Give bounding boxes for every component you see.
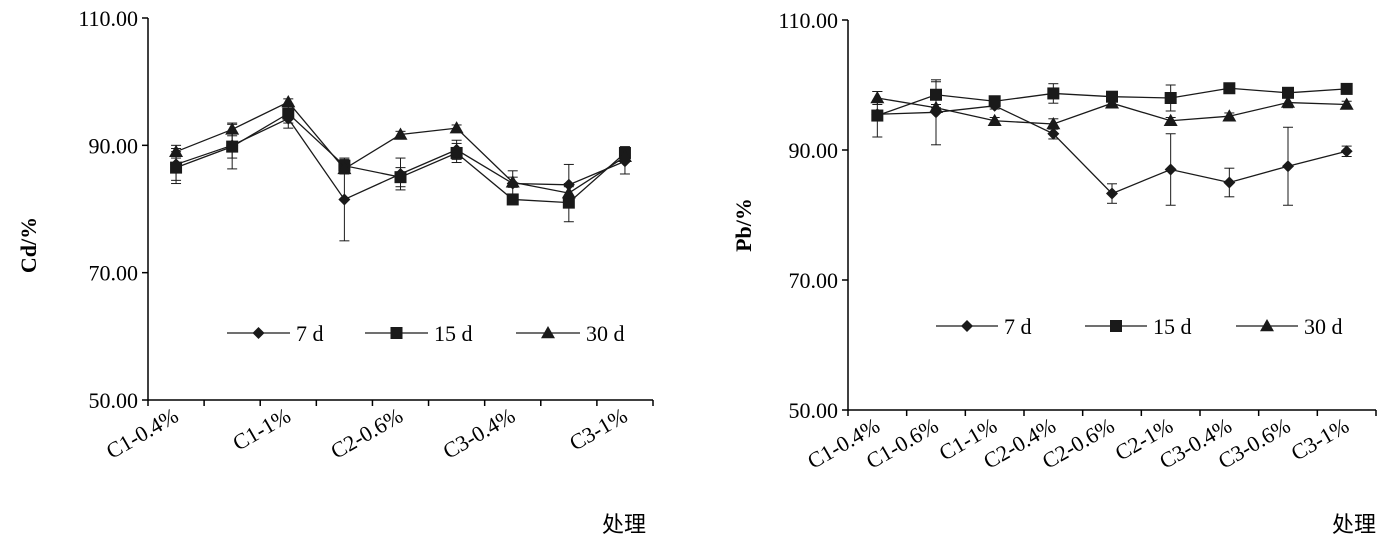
cd-x-tick-label: C1-1% — [228, 403, 294, 456]
cd-y-axis-title: Cd/% — [16, 217, 41, 273]
cd-data-point — [617, 149, 632, 163]
pb-legend-label: 7 d — [1004, 314, 1032, 339]
pb-data-point — [1106, 187, 1118, 200]
cd-legend-marker — [541, 326, 555, 339]
cd-legend-label: 15 d — [434, 321, 473, 346]
cd-y-tick-label: 110.00 — [78, 6, 138, 31]
pb-data-point — [1282, 160, 1294, 173]
pb-data-point — [1047, 87, 1060, 100]
cd-x-tick-label: C2-0.6% — [326, 403, 407, 464]
pb-data-point — [1164, 92, 1177, 104]
pb-legend-marker — [1110, 320, 1122, 332]
cd-legend-label: 30 d — [586, 321, 625, 346]
pb-data-point — [870, 91, 885, 104]
cd-data-point — [338, 193, 351, 206]
pb-y-tick-label: 110.00 — [778, 8, 838, 33]
pb-x-axis-title: 处理 — [1332, 512, 1376, 537]
pb-y-tick-label: 90.00 — [789, 138, 839, 163]
pb-data-point — [1281, 95, 1295, 108]
pb-data-point — [1340, 82, 1353, 95]
cd-legend-marker — [390, 327, 403, 339]
pb-legend-label: 30 d — [1304, 314, 1343, 339]
cd-data-point — [282, 107, 295, 120]
pb-data-point — [1222, 109, 1237, 122]
pb-data-point — [988, 95, 1001, 108]
cd-data-point — [170, 161, 183, 174]
cd-data-point — [226, 140, 239, 153]
cd-legend-label: 7 d — [296, 321, 324, 346]
cd-data-point — [561, 186, 576, 199]
pb-data-point — [930, 88, 942, 101]
cd-data-point — [393, 127, 408, 140]
pb-y-tick-label: 50.00 — [789, 398, 839, 423]
pb-data-point — [1105, 96, 1119, 109]
cd-data-point — [505, 175, 520, 188]
pb-data-point — [871, 109, 884, 122]
cd-y-tick-label: 50.00 — [89, 388, 139, 413]
pb-data-point — [1046, 117, 1061, 130]
pb-data-point — [1164, 163, 1177, 176]
pb-data-point — [1047, 127, 1060, 140]
pb-legend-marker — [961, 320, 973, 332]
pb-legend-marker — [1260, 319, 1274, 332]
pb-data-point — [1340, 145, 1353, 158]
pb-data-point — [1163, 113, 1178, 126]
cd-data-point — [225, 122, 240, 135]
cd-y-tick-label: 90.00 — [89, 133, 139, 158]
pb-series-line-0 — [877, 105, 1347, 195]
cd-data-point — [449, 121, 464, 134]
pb-data-point — [929, 100, 943, 113]
pb-y-tick-label: 70.00 — [789, 268, 839, 293]
pb-data-point — [1223, 82, 1236, 95]
pb-data-point — [987, 113, 1002, 126]
pb-data-point — [1223, 176, 1236, 189]
cd-data-point — [506, 193, 519, 206]
cd-y-tick-label: 70.00 — [89, 261, 139, 286]
cd-data-point — [281, 95, 296, 108]
cd-x-tick-label: C3-0.4% — [438, 403, 519, 464]
cd-data-point — [450, 146, 463, 159]
cd-data-point — [394, 171, 407, 184]
pb-y-axis-title: Pb/% — [731, 198, 756, 252]
pb-x-tick-label: C3-1% — [1287, 413, 1353, 466]
cd-data-point — [169, 144, 184, 157]
pb-chart: Pb/% 处理 50.0070.0090.00110.00C1-0.4%C1-0… — [731, 8, 1377, 537]
cd-x-axis-title: 处理 — [602, 512, 646, 537]
pb-data-point — [1339, 97, 1354, 110]
pb-data-point — [1282, 86, 1294, 99]
cd-data-point — [337, 161, 352, 175]
pb-legend-label: 15 d — [1153, 314, 1192, 339]
cd-legend-marker — [252, 327, 265, 339]
cd-x-tick-label: C3-1% — [565, 403, 631, 456]
